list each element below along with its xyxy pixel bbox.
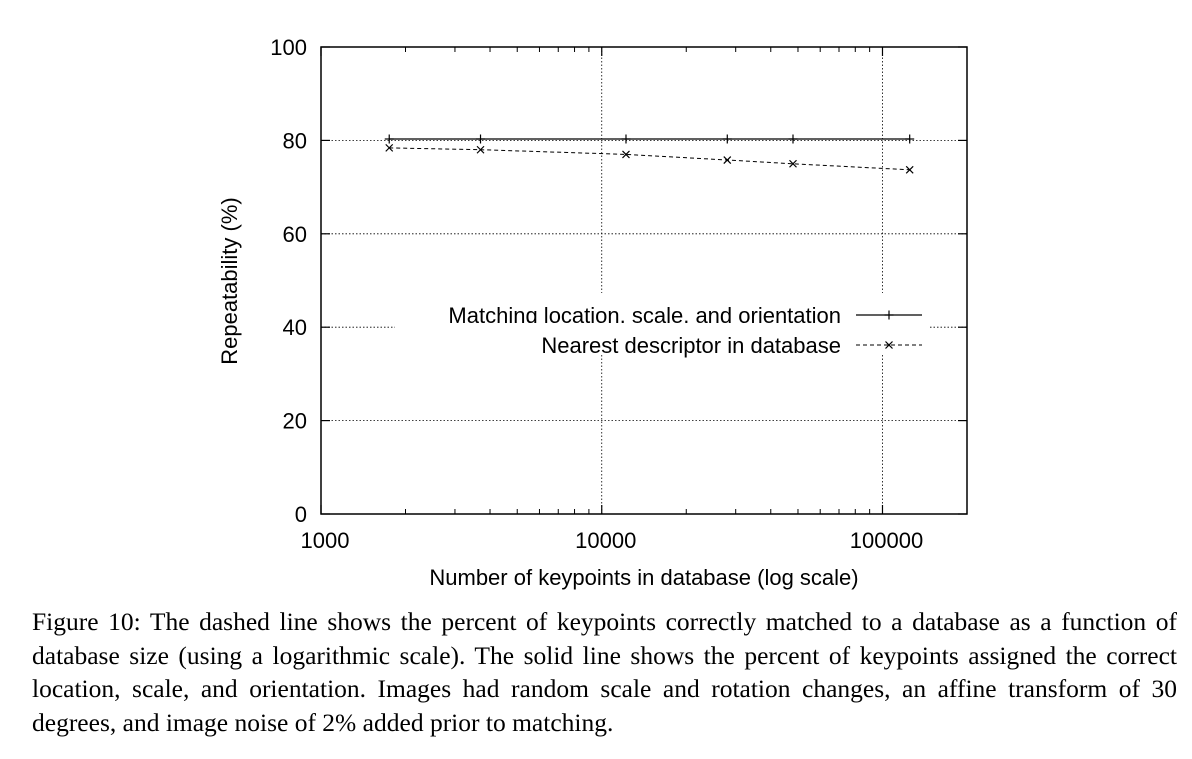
series-group [384, 134, 915, 174]
series-2-point [476, 145, 485, 154]
series-2-point [622, 150, 630, 159]
legend-entry-bg [395, 323, 930, 353]
legend-entry-label: Nearest descriptor in database [541, 333, 841, 358]
x-axis-label: Number of keypoints in database (log sca… [429, 565, 858, 590]
legend: Matching location, scale, and orientatio… [395, 293, 930, 358]
legend-marker [885, 341, 893, 349]
series-2-point [905, 165, 914, 174]
y-tick-label: 100 [270, 35, 307, 60]
figure-caption: Figure 10: The dashed line shows the per… [32, 607, 1177, 737]
series-2-point [789, 159, 797, 168]
series-1-point [621, 134, 631, 144]
series-1-point [788, 134, 798, 144]
series-2-point [385, 143, 394, 152]
series-1-point [905, 134, 915, 144]
series-line-2 [389, 147, 910, 171]
x-tick-label: 1000 [301, 528, 350, 553]
x-tick-label: 100000 [850, 528, 923, 553]
plot-frame [320, 46, 968, 515]
legend-marker [884, 310, 894, 320]
y-tick-label: 60 [283, 222, 307, 247]
series-1-point [722, 134, 732, 144]
y-tick-label: 20 [283, 409, 307, 434]
y-tick-label: 40 [283, 315, 307, 340]
y-tick-label: 80 [283, 128, 307, 153]
series-1-point [384, 134, 394, 144]
repeatability-chart: 0 20 40 60 80 100 1000 10000 100000 Matching loc… [217, 35, 968, 590]
y-axis-label: Repeatability (%) [217, 197, 242, 365]
axis-ticks: 0 20 40 60 80 100 1000 10000 100000 [270, 35, 967, 553]
y-tick-label: 0 [295, 502, 307, 527]
series-2-point [723, 156, 732, 164]
series-1-point [476, 134, 486, 144]
x-tick-label: 10000 [575, 528, 636, 553]
legend-entry-bg [395, 293, 930, 323]
grid-lines [321, 47, 967, 514]
